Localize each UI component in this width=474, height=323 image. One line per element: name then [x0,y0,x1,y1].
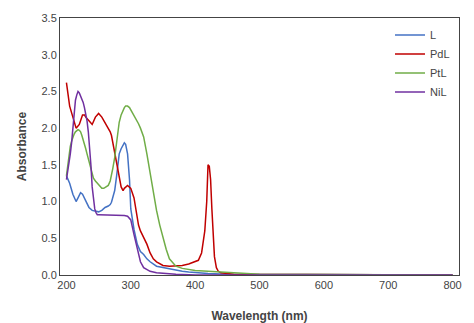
svg-text:NiL: NiL [430,86,447,98]
svg-text:Absorbance: Absorbance [15,112,29,182]
svg-text:3.5: 3.5 [42,12,57,24]
svg-text:1.0: 1.0 [42,195,57,207]
svg-text:0.0: 0.0 [42,269,57,281]
svg-text:2.5: 2.5 [42,85,57,97]
svg-text:Wavelength (nm): Wavelength (nm) [211,309,307,323]
svg-text:PtL: PtL [430,67,447,79]
svg-text:PdL: PdL [430,48,450,60]
svg-text:L: L [430,29,436,41]
svg-text:400: 400 [186,279,204,291]
svg-text:3.0: 3.0 [42,49,57,61]
svg-text:200: 200 [57,279,75,291]
svg-text:1.5: 1.5 [42,159,57,171]
svg-text:500: 500 [250,279,268,291]
svg-text:700: 700 [379,279,397,291]
svg-text:0.5: 0.5 [42,232,57,244]
svg-text:300: 300 [122,279,140,291]
svg-text:2.0: 2.0 [42,122,57,134]
svg-text:600: 600 [315,279,333,291]
svg-text:800: 800 [443,279,461,291]
